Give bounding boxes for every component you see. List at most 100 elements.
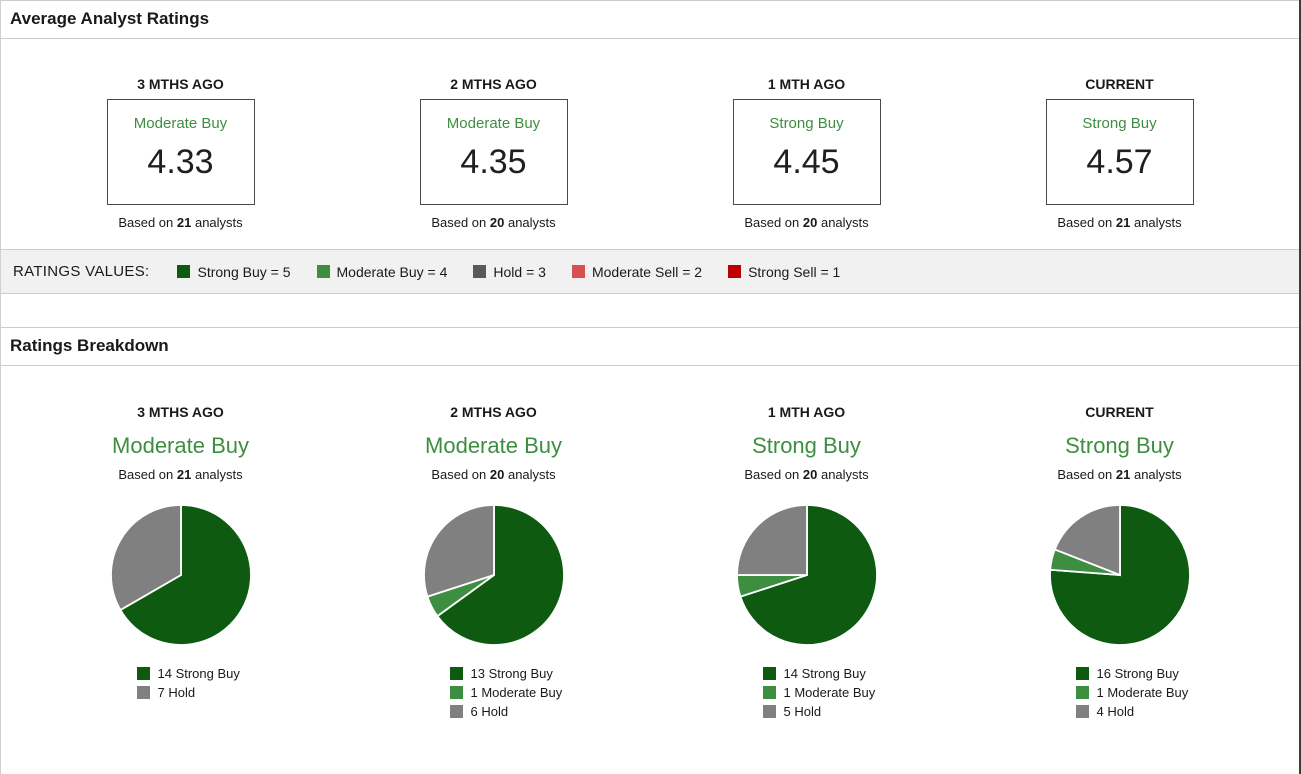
pie-legend-label: 1 Moderate Buy [1096,685,1189,700]
rating-value: 4.45 [773,143,840,181]
moderate-buy-swatch-icon [316,265,330,278]
pie-legend-label: 13 Strong Buy [470,666,553,681]
based-on-text: Based on 21 analysts [1057,215,1182,230]
pie-chart-svg [422,504,565,646]
average-ratings-section: Average Analyst Ratings 3 MTHS AGO Moder… [1,0,1299,249]
pie-chart-current [963,502,1276,648]
rating-text: Moderate Buy [446,115,541,132]
pie-legend: 14 Strong Buy 1 Moderate Buy 5 Hold [762,664,923,721]
moderate-buy-swatch-icon [762,686,776,699]
rating-box: Moderate Buy 4.33 [106,99,255,205]
pie-legend-label: 14 Strong Buy [783,666,866,681]
breakdown-card-current: CURRENT Strong Buy Based on 21 analysts … [963,404,1276,721]
period-label: 3 MTHS AGO [137,76,224,92]
strong-buy-swatch-icon [762,667,776,680]
average-ratings-row: 3 MTHS AGO Moderate Buy 4.33 Based on 21… [1,39,1299,249]
rating-box: Moderate Buy 4.35 [419,99,568,205]
period-label: 3 MTHS AGO [137,404,224,420]
pie-legend-item: 16 Strong Buy [1075,664,1236,683]
hold-swatch-icon [1075,705,1089,718]
pie-slice-hold [109,504,182,612]
pie-chart-svg [109,504,252,646]
pie-chart-svg [735,504,878,646]
rating-card-3mths: 3 MTHS AGO Moderate Buy 4.33 Based on 21… [24,76,337,230]
pie-chart-1mth [650,502,963,648]
strong-buy-swatch-icon [136,667,150,680]
rating-name: Strong Buy [752,433,861,458]
analyst-count: 21 [1115,467,1131,482]
based-on-text: Based on 20 analysts [744,215,869,230]
rating-name: Strong Buy [1065,433,1174,458]
rating-card-2mths: 2 MTHS AGO Moderate Buy 4.35 Based on 20… [337,76,650,230]
strong-sell-swatch-icon [728,265,742,278]
pie-legend-label: 14 Strong Buy [157,666,240,681]
based-on-text: Based on 20 analysts [431,467,556,482]
pie-legend-label: 7 Hold [157,685,196,700]
breakdown-card-3mths: 3 MTHS AGO Moderate Buy Based on 21 anal… [24,404,337,721]
based-on-text: Based on 20 analysts [431,215,556,230]
analyst-count: 21 [1115,215,1131,230]
moderate-sell-swatch-icon [571,265,585,278]
rating-text: Strong Buy [769,115,844,132]
pie-chart-svg [1048,504,1191,646]
pie-slice-strong-buy [118,504,252,646]
strong-buy-swatch-icon [177,265,191,278]
pie-legend-item: 13 Strong Buy [449,664,610,683]
pie-slice-strong-buy [435,504,565,646]
period-label: CURRENT [1085,404,1154,420]
pie-slice-strong-buy [738,504,878,646]
ratings-values-label: RATINGS VALUES: [13,263,150,280]
legend-item-moderate-sell: Moderate Sell = 2 [571,264,702,280]
breakdown-card-2mths: 2 MTHS AGO Moderate Buy Based on 20 anal… [337,404,650,721]
hold-swatch-icon [473,265,487,278]
legend-item-hold: Hold = 3 [473,264,546,280]
hold-swatch-icon [762,705,776,718]
moderate-buy-swatch-icon [449,686,463,699]
pie-slice-hold [1053,504,1121,577]
rating-text: Strong Buy [1082,115,1157,132]
pie-legend-label: 4 Hold [1096,704,1135,719]
analyst-count: 20 [802,467,818,482]
analyst-count: 20 [489,467,505,482]
pie-slice-hold [422,504,495,598]
period-label: 2 MTHS AGO [450,404,537,420]
pie-legend-label: 5 Hold [783,704,822,719]
breakdown-card-1mth: 1 MTH AGO Strong Buy Based on 20 analyst… [650,404,963,721]
hold-swatch-icon [136,686,150,699]
based-on-text: Based on 21 analysts [1057,467,1182,482]
period-label: 1 MTH AGO [767,76,846,92]
strong-buy-swatch-icon [449,667,463,680]
analyst-count: 21 [176,467,192,482]
legend-item-moderate-buy: Moderate Buy = 4 [316,264,447,280]
rating-box: Strong Buy 4.57 [1045,99,1194,205]
hold-swatch-icon [449,705,463,718]
pie-legend-label: 1 Moderate Buy [783,685,876,700]
legend-item-strong-buy: Strong Buy = 5 [177,264,291,280]
pie-legend-item: 1 Moderate Buy [449,683,610,702]
analyst-count: 21 [176,215,192,230]
pie-legend-item: 1 Moderate Buy [1075,683,1236,702]
pie-legend: 13 Strong Buy 1 Moderate Buy 6 Hold [449,664,610,721]
based-on-text: Based on 20 analysts [744,467,869,482]
strong-buy-swatch-icon [1075,667,1089,680]
rating-card-1mth: 1 MTH AGO Strong Buy 4.45 Based on 20 an… [650,76,963,230]
rating-text: Moderate Buy [133,115,228,132]
ratings-breakdown-title: Ratings Breakdown [1,327,1299,366]
pie-legend-item: 5 Hold [762,702,923,721]
pie-legend: 14 Strong Buy 7 Hold [136,664,297,702]
ratings-values-legend-bar: RATINGS VALUES: Strong Buy = 5 Moderate … [1,249,1299,294]
pie-legend-label: 6 Hold [470,704,509,719]
analyst-count: 20 [489,215,505,230]
rating-value: 4.57 [1086,143,1153,181]
pie-chart-2mths [337,502,650,648]
rating-value: 4.33 [147,143,214,181]
moderate-buy-swatch-icon [1075,686,1089,699]
pie-legend-item: 14 Strong Buy [136,664,297,683]
pie-legend-item: 14 Strong Buy [762,664,923,683]
pie-legend-item: 6 Hold [449,702,610,721]
based-on-text: Based on 21 analysts [118,215,243,230]
ratings-breakdown-row: 3 MTHS AGO Moderate Buy Based on 21 anal… [1,366,1299,774]
pie-legend: 16 Strong Buy 1 Moderate Buy 4 Hold [1075,664,1236,721]
based-on-text: Based on 21 analysts [118,467,243,482]
